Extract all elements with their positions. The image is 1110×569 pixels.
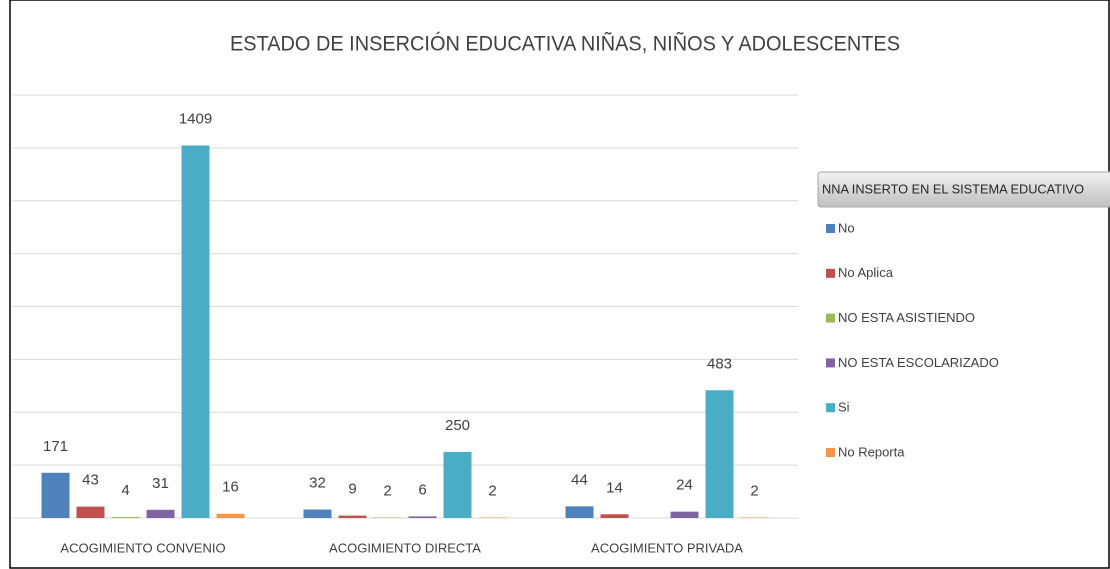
chart-title: ESTADO DE INSERCIÓN EDUCATIVA NIÑAS, NIÑ… <box>230 32 900 56</box>
data-label: 171 <box>43 438 68 455</box>
legend-swatch <box>826 358 835 368</box>
bar <box>565 506 594 518</box>
legend-swatch <box>826 268 835 278</box>
legend-title: NNA INSERTO EN EL SISTEMA EDUCATIVO <box>822 181 1084 196</box>
x-tick-label: ACOGIMIENTO PRIVADA <box>591 540 743 555</box>
x-tick-label: ACOGIMIENTO DIRECTA <box>329 540 481 555</box>
data-label: 24 <box>676 477 693 494</box>
legend-header[interactable] <box>817 171 1110 208</box>
data-label: 2 <box>750 482 758 499</box>
bar <box>303 509 332 518</box>
bar <box>373 517 402 518</box>
legend-swatch <box>826 313 835 323</box>
data-label: 1409 <box>179 110 212 127</box>
legend-label: NO ESTA ESCOLARIZADO <box>838 355 999 370</box>
data-label: 32 <box>309 475 326 492</box>
bar <box>216 513 245 518</box>
x-tick-label: ACOGIMIENTO CONVENIO <box>60 540 225 555</box>
data-label: 2 <box>488 482 496 499</box>
bar <box>443 451 472 518</box>
bar <box>76 506 105 518</box>
data-label: 2 <box>383 482 391 499</box>
bar <box>111 516 140 518</box>
bar <box>670 511 699 518</box>
legend-label: No Reporta <box>838 444 905 459</box>
bar <box>41 472 70 518</box>
legend-label: No <box>838 220 855 235</box>
bar <box>600 514 629 518</box>
bar <box>705 390 734 518</box>
data-label: 14 <box>606 479 623 496</box>
bar <box>181 145 210 519</box>
data-label: 6 <box>418 481 426 498</box>
legend-swatch <box>826 448 835 457</box>
bar <box>740 517 769 518</box>
data-label: 16 <box>222 479 239 496</box>
data-label: 44 <box>571 471 588 488</box>
data-label: 31 <box>152 475 169 492</box>
bar <box>478 517 507 518</box>
bar <box>338 515 367 518</box>
legend-swatch <box>826 224 835 233</box>
legend-label: No Aplica <box>838 265 894 280</box>
bar <box>146 509 175 518</box>
bar <box>408 516 437 518</box>
data-label: 4 <box>121 482 129 499</box>
legend-swatch <box>826 403 835 413</box>
data-label: 250 <box>445 417 470 434</box>
legend-label: Si <box>838 400 850 415</box>
data-label: 43 <box>82 472 99 489</box>
chart-border <box>9 0 1110 569</box>
data-label: 483 <box>707 355 732 372</box>
data-label: 9 <box>348 481 356 498</box>
legend-label: NO ESTA ASISTIENDO <box>838 310 975 325</box>
